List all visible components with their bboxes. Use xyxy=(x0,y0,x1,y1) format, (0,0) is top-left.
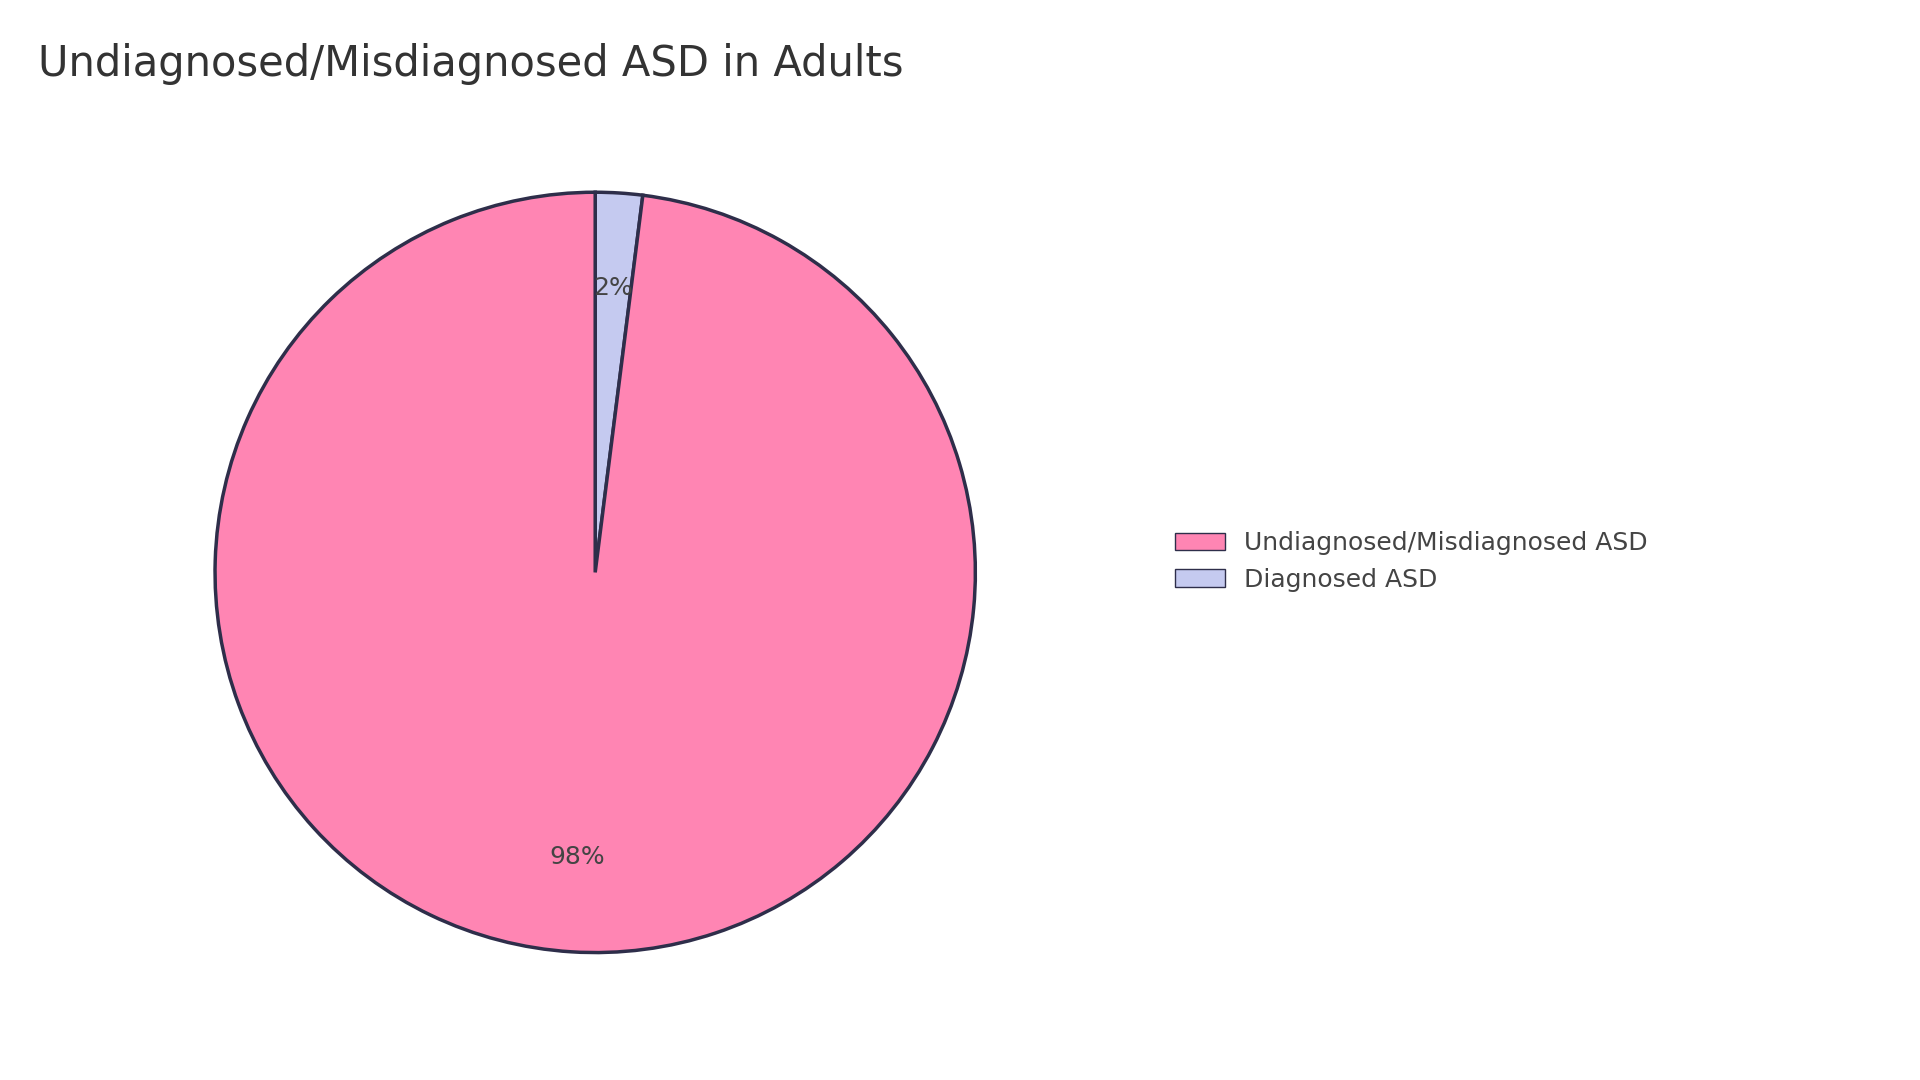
Wedge shape xyxy=(595,192,643,572)
Legend: Undiagnosed/Misdiagnosed ASD, Diagnosed ASD: Undiagnosed/Misdiagnosed ASD, Diagnosed … xyxy=(1165,522,1659,602)
Text: 2%: 2% xyxy=(593,275,634,300)
Text: 98%: 98% xyxy=(549,845,605,869)
Wedge shape xyxy=(215,192,975,953)
Text: Undiagnosed/Misdiagnosed ASD in Adults: Undiagnosed/Misdiagnosed ASD in Adults xyxy=(38,43,904,85)
